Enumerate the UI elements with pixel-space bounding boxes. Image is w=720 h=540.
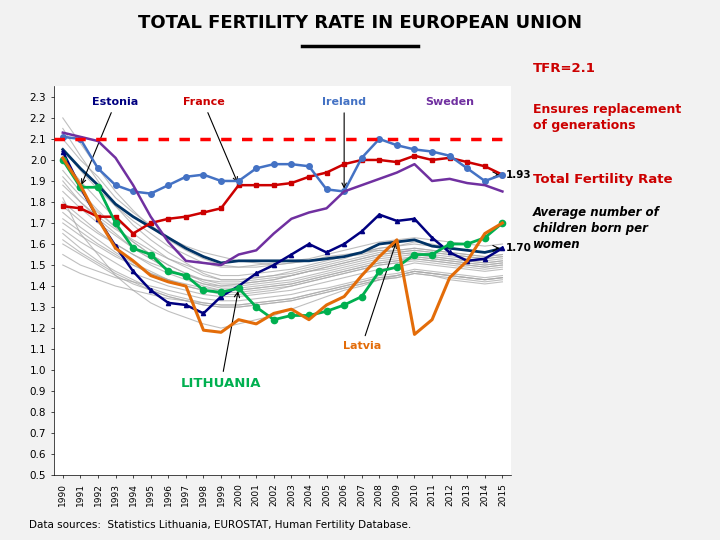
Text: Latvia: Latvia — [343, 244, 396, 351]
Text: Ireland: Ireland — [322, 97, 366, 187]
Text: Data sources:  Statistics Lithuania, EUROSTAT, Human Fertility Database.: Data sources: Statistics Lithuania, EURO… — [29, 520, 411, 530]
Text: LITHUANIA: LITHUANIA — [181, 292, 261, 390]
Text: 1.93: 1.93 — [506, 170, 531, 180]
Text: France: France — [183, 97, 238, 181]
Text: Ensures replacement
of generations: Ensures replacement of generations — [534, 103, 682, 132]
Text: Total Fertility Rate: Total Fertility Rate — [534, 173, 672, 186]
Text: Sweden: Sweden — [425, 97, 474, 107]
Text: 1.70: 1.70 — [506, 243, 532, 253]
Text: TFR=2.1: TFR=2.1 — [534, 62, 596, 75]
Text: Estonia: Estonia — [81, 97, 139, 184]
Text: Average number of
children born per
women: Average number of children born per wome… — [534, 206, 660, 251]
Text: TOTAL FERTILITY RATE IN EUROPEAN UNION: TOTAL FERTILITY RATE IN EUROPEAN UNION — [138, 14, 582, 31]
